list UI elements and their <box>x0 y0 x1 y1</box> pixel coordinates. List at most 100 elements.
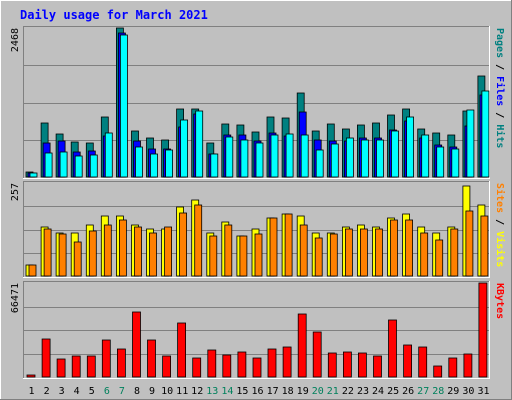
bar-hits-day-9 <box>150 153 158 178</box>
bar-kbytes-day-25 <box>388 319 397 378</box>
bar-sites-day-27 <box>420 232 429 277</box>
bar-sites-day-28 <box>435 239 444 277</box>
x-tick-label: 2 <box>44 386 50 397</box>
x-tick-label: 19 <box>297 386 309 397</box>
bar-hits-day-12 <box>195 110 204 178</box>
bar-kbytes-day-28 <box>433 365 443 378</box>
bar-kbytes-day-11 <box>177 322 187 378</box>
bar-sites-day-25 <box>390 219 398 277</box>
bar-kbytes-day-31 <box>478 282 488 378</box>
x-tick-label: 10 <box>161 386 173 397</box>
x-tick-label: 30 <box>462 386 474 397</box>
x-tick-label: 26 <box>402 386 414 397</box>
bar-kbytes-day-30 <box>463 353 473 378</box>
panel-visits-sites: 257 Sites / Visits <box>10 181 506 278</box>
bar-sites-day-10 <box>164 226 173 277</box>
bar-hits-day-19 <box>300 134 309 178</box>
bar-hits-day-30 <box>466 109 475 178</box>
x-tick-label: 11 <box>176 386 188 397</box>
bar-sites-day-3 <box>58 233 67 277</box>
bar-kbytes-day-12 <box>192 357 202 378</box>
bar-kbytes-day-17 <box>267 348 277 378</box>
bar-hits-day-29 <box>451 148 460 178</box>
x-tick-label: 18 <box>282 386 294 397</box>
bar-hits-day-3 <box>59 151 68 178</box>
bar-sites-day-20 <box>314 237 323 277</box>
bar-hits-day-31 <box>481 90 490 178</box>
x-tick-label: 28 <box>432 386 444 397</box>
x-tick-label: 15 <box>236 386 248 397</box>
x-tick-label: 12 <box>191 386 203 397</box>
bar-kbytes-day-5 <box>86 355 96 378</box>
bar-sites-day-13 <box>209 235 218 277</box>
bar-hits-day-25 <box>391 130 399 178</box>
x-tick-label: 20 <box>312 386 324 397</box>
bar-hits-day-6 <box>104 132 113 178</box>
bar-kbytes-day-27 <box>418 346 428 378</box>
bar-kbytes-day-21 <box>327 352 337 378</box>
bar-sites-day-8 <box>134 226 142 277</box>
bar-sites-day-14 <box>224 224 233 277</box>
bar-kbytes-day-13 <box>207 349 217 378</box>
bar-hits-day-22 <box>345 137 354 178</box>
bar-kbytes-day-24 <box>373 355 382 378</box>
bar-sites-day-22 <box>344 228 353 277</box>
bar-hits-day-21 <box>330 143 339 178</box>
bar-sites-day-31 <box>480 215 489 277</box>
legend-label: Sites / Visits <box>494 183 506 267</box>
x-tick-label: 8 <box>134 386 140 397</box>
bar-sites-day-21 <box>329 233 338 277</box>
x-tick-label: 16 <box>251 386 263 397</box>
x-tick-label: 27 <box>417 386 429 397</box>
bar-kbytes-day-3 <box>56 358 66 378</box>
bar-kbytes-day-23 <box>357 352 367 378</box>
bar-hits-day-13 <box>210 153 219 178</box>
bar-sites-day-7 <box>119 219 127 277</box>
x-tick-label: 25 <box>387 386 399 397</box>
bar-sites-day-15 <box>239 235 248 277</box>
bar-hits-day-17 <box>270 134 279 178</box>
bar-sites-day-26 <box>405 219 414 277</box>
bar-hits-day-11 <box>180 119 189 178</box>
x-tick-label: 13 <box>206 386 218 397</box>
bar-hits-day-2 <box>44 152 53 178</box>
x-tick-label: 21 <box>327 386 339 397</box>
bar-hits-day-26 <box>406 116 415 178</box>
bar-sites-day-2 <box>43 228 52 277</box>
legend-label: KBytes <box>494 283 505 319</box>
x-tick-label: 23 <box>357 386 369 397</box>
bar-sites-day-12 <box>194 204 203 277</box>
bar-hits-day-23 <box>360 139 369 178</box>
x-tick-label: 5 <box>89 386 95 397</box>
bar-kbytes-day-14 <box>222 354 232 378</box>
bar-hits-day-4 <box>74 155 83 178</box>
bar-kbytes-day-10 <box>162 355 172 378</box>
bar-kbytes-day-19 <box>297 313 307 378</box>
x-tick-label: 22 <box>342 386 354 397</box>
bar-hits-day-15 <box>240 139 249 178</box>
bar-hits-day-7 <box>120 34 128 178</box>
bar-kbytes-day-20 <box>312 331 322 378</box>
bar-hits-day-8 <box>135 146 143 178</box>
bar-sites-day-24 <box>375 228 383 277</box>
chart-title: Daily usage for March 2021 <box>20 8 208 22</box>
bar-kbytes-day-26 <box>403 344 413 378</box>
bar-kbytes-day-9 <box>147 339 156 378</box>
y-max-label: 2468 <box>10 28 21 52</box>
bar-hits-day-24 <box>376 139 384 178</box>
bar-sites-day-18 <box>284 213 293 277</box>
x-tick-label: 29 <box>447 386 459 397</box>
bar-hits-day-10 <box>165 149 174 178</box>
x-tick-label: 17 <box>267 386 279 397</box>
y-max-label: 257 <box>10 183 21 201</box>
bar-kbytes-day-2 <box>41 338 51 378</box>
y-max-label: 66471 <box>10 283 21 313</box>
bar-hits-day-20 <box>315 149 324 178</box>
bar-kbytes-day-8 <box>132 311 141 378</box>
bar-hits-day-27 <box>421 134 430 178</box>
bar-kbytes-day-4 <box>71 355 81 378</box>
bar-kbytes-day-18 <box>282 346 292 378</box>
x-tick-label: 24 <box>372 386 384 397</box>
bar-hits-day-28 <box>436 146 445 178</box>
bar-sites-day-30 <box>465 210 474 277</box>
